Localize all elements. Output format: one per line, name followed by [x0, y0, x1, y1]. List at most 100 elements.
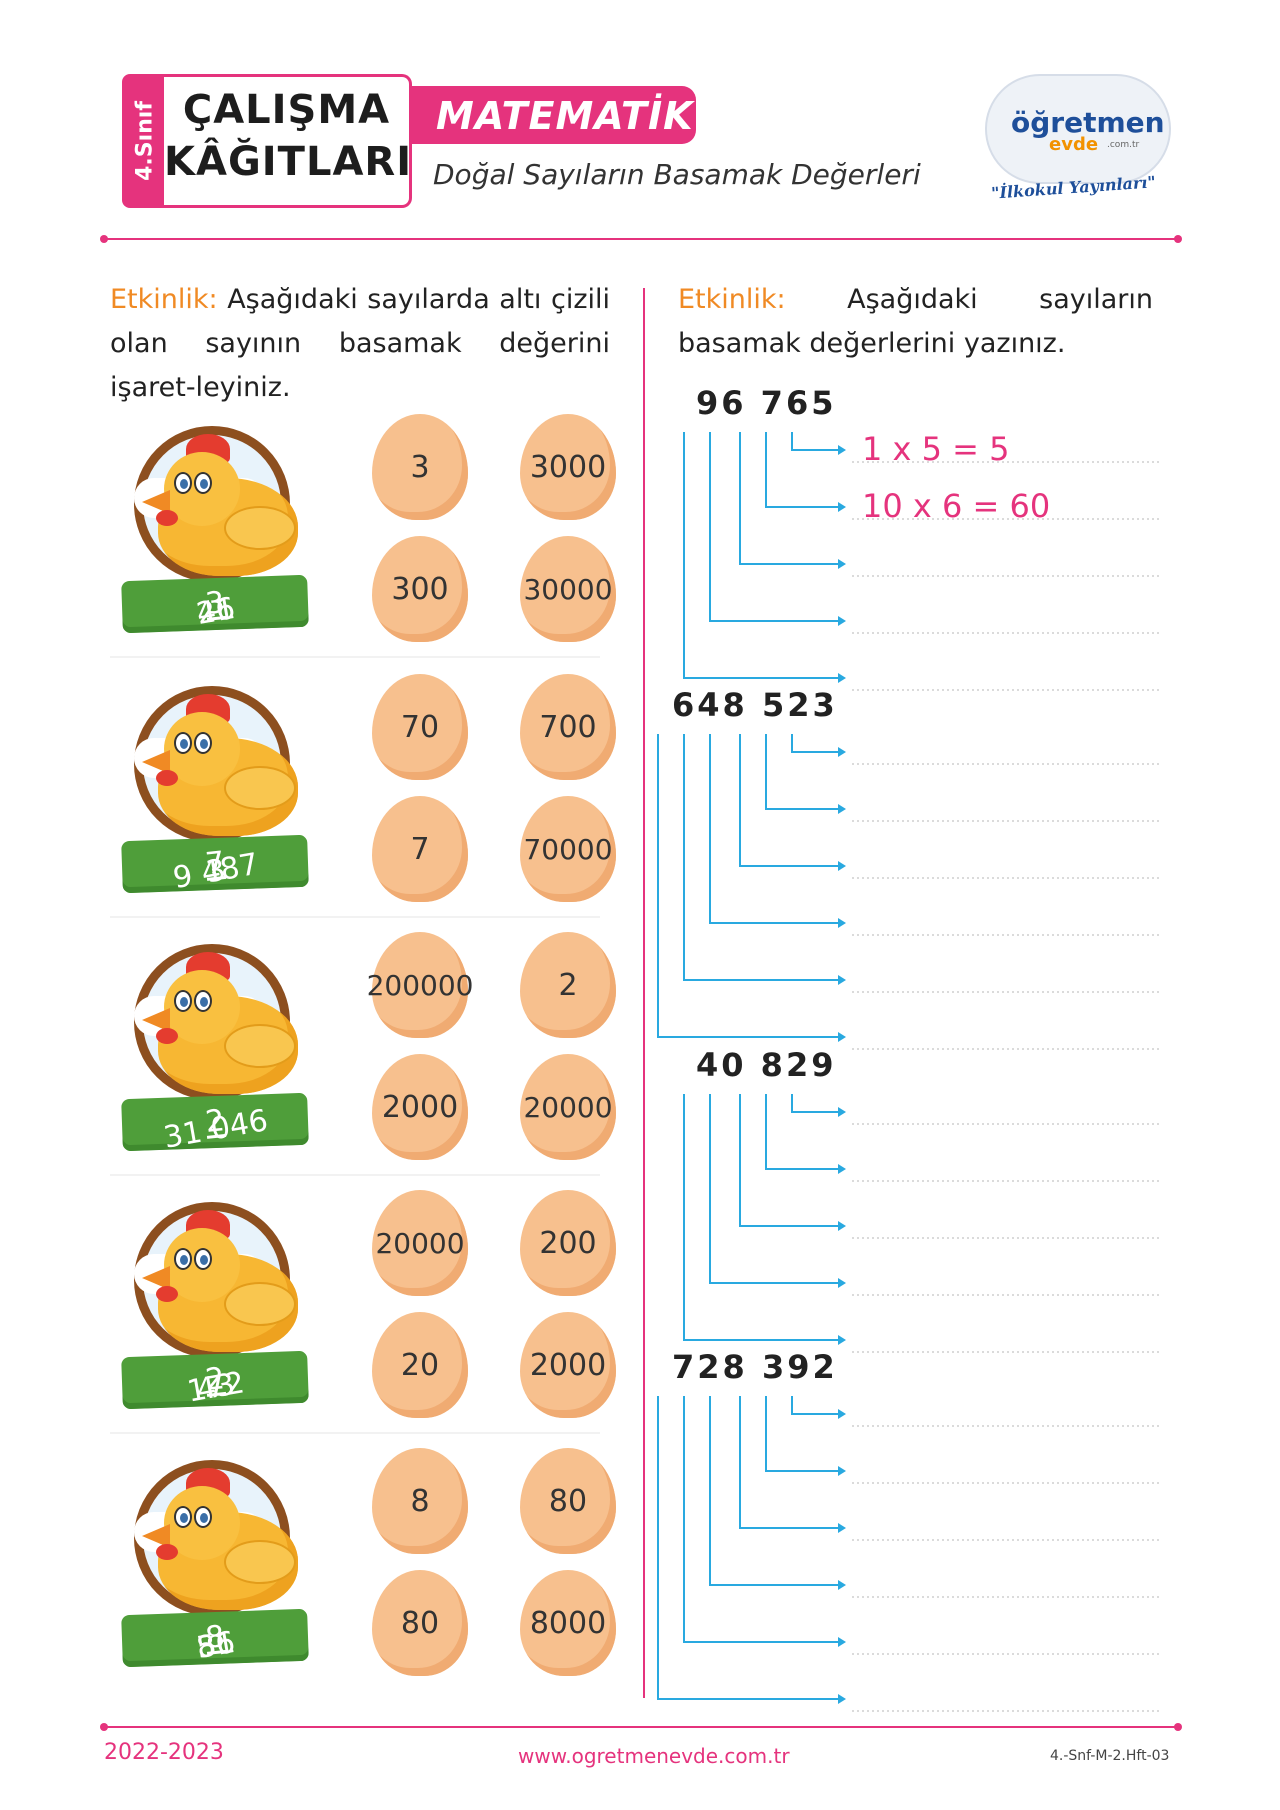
- arrow-head-icon: [838, 1523, 846, 1533]
- answer-egg[interactable]: 300: [372, 536, 468, 642]
- bracket-arrow-line: [709, 734, 838, 924]
- arrow-head-icon: [838, 804, 846, 814]
- row-separator: [110, 656, 600, 658]
- answer-egg[interactable]: 20: [372, 1312, 468, 1418]
- answer-option-text: 80: [400, 1605, 440, 1641]
- row-separator: [110, 1432, 600, 1434]
- arrow-head-icon: [838, 1694, 846, 1704]
- hen-eye: [194, 1248, 212, 1270]
- hen-wing: [224, 766, 296, 810]
- bracket-arrow-line: [765, 1396, 838, 1472]
- hen-eye: [174, 990, 192, 1012]
- answer-egg[interactable]: 8000: [520, 1570, 616, 1676]
- footer-code: 4.-Snf-M-2.Hft-03: [1050, 1748, 1170, 1764]
- publisher-logo: öğretmen evde .com.tr "İlkokul Yayınları…: [985, 74, 1171, 212]
- logo-sub-text: evde: [1049, 134, 1099, 155]
- answer-egg[interactable]: 70000: [520, 796, 616, 902]
- subject-badge: MATEMATİK: [412, 86, 696, 144]
- hen-eye: [194, 732, 212, 754]
- hen-wattle: [156, 1544, 178, 1560]
- answer-option-text: 80: [548, 1483, 588, 1519]
- answer-egg[interactable]: 80: [520, 1448, 616, 1554]
- left-activity-text: Aşağıdaki sayılarda altı çizili olan say…: [110, 284, 610, 403]
- hen-eye: [174, 472, 192, 494]
- hen-wattle: [156, 510, 178, 526]
- answer-option-text: 700: [539, 709, 597, 745]
- arrow-head-icon: [838, 559, 846, 569]
- bracket-arrow-line: [739, 734, 838, 867]
- arrow-head-icon: [838, 1032, 846, 1042]
- answer-option-text: 20: [400, 1347, 440, 1383]
- hen-eye: [174, 1248, 192, 1270]
- bracket-arrow-line: [709, 1396, 838, 1586]
- footer-divider: [100, 1723, 1182, 1731]
- place-value-number: 40 829: [696, 1046, 837, 1084]
- answer-option-text: 70: [400, 709, 440, 745]
- bracket-arrow-line: [683, 1094, 838, 1341]
- arrow-head-icon: [838, 1466, 846, 1476]
- hen-eye: [174, 1506, 192, 1528]
- arrow-head-icon: [838, 445, 846, 455]
- answer-option-text: 20000: [523, 1090, 613, 1124]
- arrow-head-icon: [838, 1107, 846, 1117]
- arrow-head-icon: [838, 861, 846, 871]
- answer-option-text: 2000: [529, 1347, 607, 1383]
- answer-egg[interactable]: 8: [372, 1448, 468, 1554]
- arrow-head-icon: [838, 673, 846, 683]
- answer-egg[interactable]: 80: [372, 1570, 468, 1676]
- logo-cloud: [985, 74, 1171, 184]
- arrow-head-icon: [838, 502, 846, 512]
- answer-egg[interactable]: 30000: [520, 536, 616, 642]
- place-value-number: 96 765: [696, 384, 837, 422]
- answer-egg[interactable]: 2: [520, 932, 616, 1038]
- arrow-head-icon: [838, 1164, 846, 1174]
- answer-egg[interactable]: 3000: [520, 414, 616, 520]
- place-value-number: 728 392: [672, 1348, 838, 1386]
- answer-egg[interactable]: 200: [520, 1190, 616, 1296]
- answer-egg[interactable]: 20000: [372, 1190, 468, 1296]
- bracket-arrow-line: [765, 734, 838, 810]
- arrow-head-icon: [838, 1580, 846, 1590]
- answer-egg[interactable]: 200000: [366, 932, 474, 1038]
- subject-label: MATEMATİK: [436, 94, 694, 138]
- bracket-arrow-line: [791, 432, 838, 451]
- hen-illustration: 2 31 046: [104, 936, 324, 1166]
- footer-url[interactable]: www.ogretmenevde.com.tr: [518, 1744, 790, 1768]
- answer-option-text: 20000: [375, 1226, 465, 1260]
- bracket-arrow-line: [739, 1396, 838, 1529]
- answer-option-text: 3: [410, 449, 430, 485]
- answer-egg[interactable]: 20000: [520, 1054, 616, 1160]
- title-line-2: KÂĞITLARI: [164, 139, 413, 185]
- place-value-number: 648 523: [672, 686, 838, 724]
- hen-wing: [224, 1024, 296, 1068]
- hen-illustration: 56 8 81: [104, 1452, 324, 1682]
- worksheet-title-box: ÇALIŞMA KÂĞITLARI: [164, 74, 412, 208]
- arrow-head-icon: [838, 975, 846, 985]
- answer-egg[interactable]: 2000: [520, 1312, 616, 1418]
- bracket-arrow-line: [657, 1396, 838, 1700]
- arrow-head-icon: [838, 616, 846, 626]
- answer-egg[interactable]: 2000: [372, 1054, 468, 1160]
- answer-egg[interactable]: 3: [372, 414, 468, 520]
- row-separator: [110, 1174, 600, 1176]
- arrow-head-icon: [838, 1221, 846, 1231]
- right-instruction: Etkinlik: Aşağıdaki sayıların basamak de…: [678, 278, 1153, 366]
- hen-wing: [224, 1282, 296, 1326]
- answer-egg[interactable]: 700: [520, 674, 616, 780]
- hen-eye: [174, 732, 192, 754]
- answer-option-text: 200: [539, 1225, 597, 1261]
- bracket-arrow-line: [791, 1094, 838, 1113]
- answer-option-text: 200000: [366, 968, 474, 1002]
- bracket-arrow-line: [765, 1094, 838, 1170]
- answer-egg[interactable]: 7: [372, 796, 468, 902]
- hen-eye: [194, 990, 212, 1012]
- column-divider: [643, 288, 645, 1698]
- hen-eye: [194, 1506, 212, 1528]
- right-activity-label: Etkinlik:: [678, 284, 786, 315]
- title-line-1: ÇALIŞMA: [182, 87, 391, 133]
- hen-wing: [224, 506, 296, 550]
- answer-egg[interactable]: 70: [372, 674, 468, 780]
- bracket-arrow-line: [765, 432, 838, 508]
